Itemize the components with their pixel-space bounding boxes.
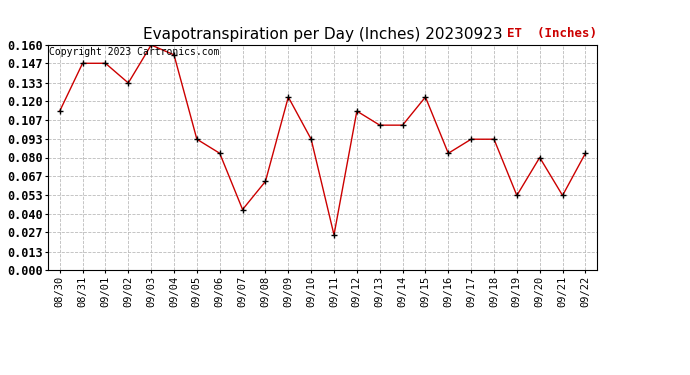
Text: ET  (Inches): ET (Inches) [507, 27, 597, 40]
Text: Copyright 2023 Cartronics.com: Copyright 2023 Cartronics.com [49, 47, 219, 57]
Title: Evapotranspiration per Day (Inches) 20230923: Evapotranspiration per Day (Inches) 2023… [143, 27, 502, 42]
